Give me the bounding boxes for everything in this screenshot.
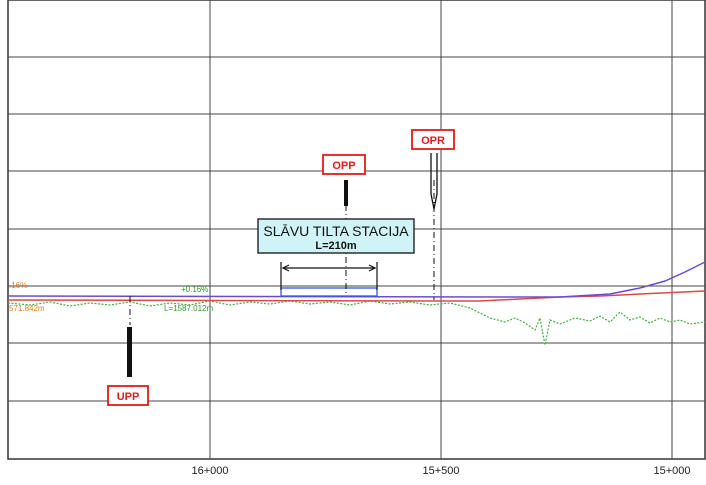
upp-label: UPP	[117, 391, 140, 403]
elevation-left-label: 571.842m	[9, 304, 45, 313]
design-line-red	[7, 290, 706, 302]
station-label-15500: 15+500	[422, 465, 459, 477]
grade-mid-label: +0.16%	[181, 285, 208, 294]
opp-label: OPP	[332, 160, 355, 172]
upp-tag: UPP	[107, 385, 149, 406]
opr-tag: OPR	[411, 129, 455, 150]
bridge-length-label: L=210m	[315, 240, 356, 252]
station-label-15000: 15+000	[653, 465, 690, 477]
grade-left-label: .16%	[9, 281, 27, 290]
bridge-station-box: SLĀVU TILTA STACIJA L=210m	[257, 218, 415, 254]
bridge-station-title: SLĀVU TILTA STACIJA	[263, 223, 409, 239]
opr-marker	[430, 153, 438, 210]
bridge-outline	[280, 287, 378, 297]
design-line-blue	[7, 261, 706, 298]
length-label: L=1587.012m	[164, 304, 213, 313]
station-label-16000: 16+000	[191, 465, 228, 477]
opr-label: OPR	[421, 135, 445, 147]
upp-marker-bar	[127, 327, 132, 377]
opp-marker-bar	[344, 180, 348, 206]
bridge-dimension	[280, 262, 378, 290]
grid-vertical	[209, 0, 673, 459]
opp-tag: OPP	[322, 154, 366, 175]
ground-profile-line	[7, 300, 706, 346]
